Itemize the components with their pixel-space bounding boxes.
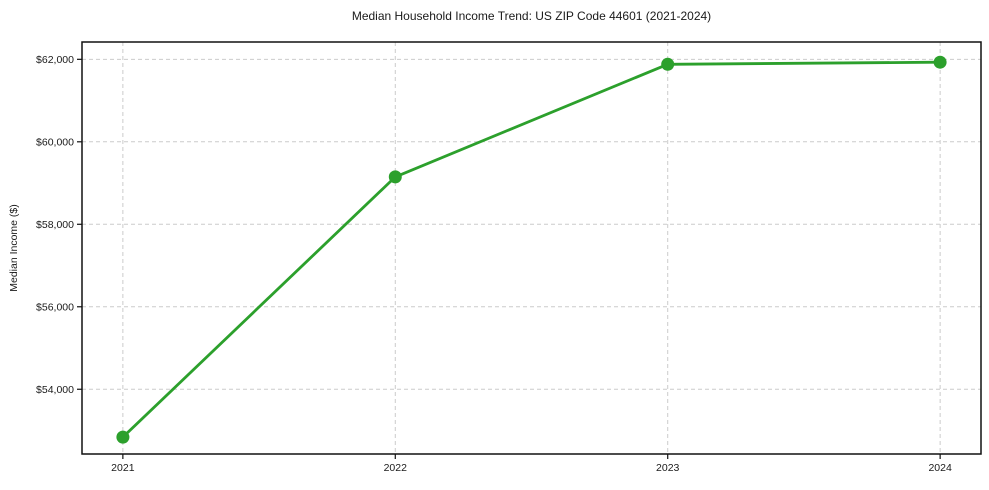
trend-line [121,60,942,439]
x-tick-label: 2021 [111,462,135,474]
y-tick-label: $54,000 [36,384,74,396]
y-tick-label: $62,000 [36,54,74,66]
y-tick-label: $56,000 [36,301,74,313]
data-point-marker [933,55,947,69]
x-tick-label: 2022 [384,462,408,474]
y-tick-label: $58,000 [36,219,74,231]
data-point-marker [388,170,402,184]
plot-border [81,41,982,455]
x-tick-label: 2024 [928,462,952,474]
chart-title: Median Household Income Trend: US ZIP Co… [351,9,712,23]
x-tick-label: 2023 [656,462,680,474]
data-point-marker [661,57,675,71]
y-tick-label: $60,000 [36,136,74,148]
plot-background [82,42,981,454]
data-point-marker [116,430,130,444]
